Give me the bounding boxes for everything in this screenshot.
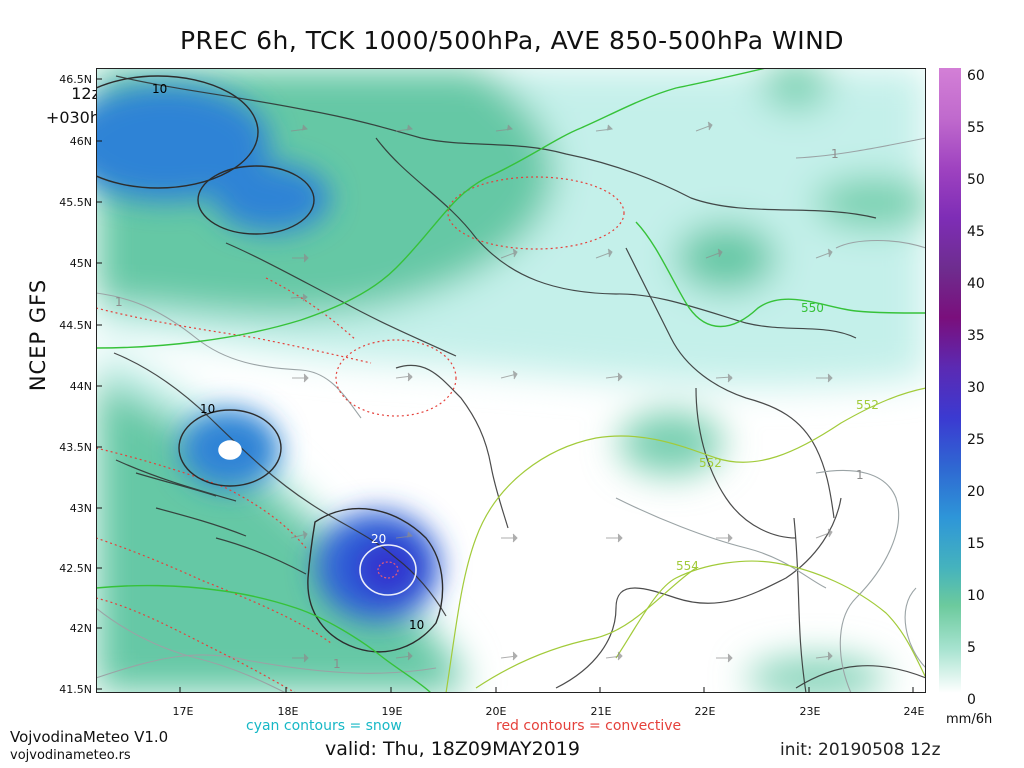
lat-label-46: 46N [69, 135, 92, 148]
legend-value-5: 5 [967, 640, 976, 656]
legend-value-25: 25 [967, 432, 985, 448]
lon-label-19: 19E [381, 705, 403, 718]
lon-label-23: 23E [799, 705, 821, 718]
run-hour: 12z [71, 84, 100, 103]
brand-site: vojvodinameteo.rs [10, 748, 131, 763]
legend-value-20: 20 [967, 484, 985, 500]
lat-label-42: 42N [69, 622, 92, 635]
init-time: init: 20190508 12z [780, 740, 941, 760]
grey-contour-label-1: 1 [831, 147, 839, 161]
lat-label-43: 43N [69, 502, 92, 515]
grey-contour-label-4: 1 [333, 657, 341, 671]
precip-contours [96, 75, 444, 653]
precip-contour-label-1: 10 [152, 82, 167, 96]
thickness-label-554: 554 [676, 559, 699, 573]
lat-label-44-5: 44.5N [59, 319, 92, 332]
legend-value-15: 15 [967, 536, 985, 552]
lat-label-46-5: 46.5N [59, 73, 92, 86]
lon-label-20: 20E [485, 705, 507, 718]
precipitation-map: 10 10 20 10 550 552 552 554 1 1 1 1 [96, 68, 926, 693]
snow-note: cyan contours = snow [246, 718, 402, 734]
precip-layer [96, 68, 926, 693]
convective-contours [96, 176, 625, 693]
legend-value-45: 45 [967, 224, 985, 240]
brand-name: VojvodinaMeteo V1.0 [10, 728, 169, 746]
lon-label-24: 24E [903, 705, 925, 718]
thickness-label-552-b: 552 [699, 456, 722, 470]
grey-contour-label-3: 1 [856, 468, 864, 482]
forecast-lead: +030h [45, 108, 100, 127]
chart-title: PREC 6h, TCK 1000/500hPa, AVE 850-500hPa… [179, 26, 845, 55]
valid-time: valid: Thu, 18Z09MAY2019 [325, 738, 580, 760]
thickness-label-550: 550 [801, 301, 824, 315]
lat-label-43-5: 43.5N [59, 441, 92, 454]
legend-value-30: 30 [967, 380, 985, 396]
precip-contour-label-2: 10 [200, 402, 215, 416]
model-label: NCEP GFS [26, 278, 50, 392]
lat-label-44: 44N [69, 380, 92, 393]
lat-label-45: 45N [69, 257, 92, 270]
lon-label-21: 21E [590, 705, 612, 718]
longitude-ticks [179, 687, 914, 693]
lat-label-41-5: 41.5N [59, 683, 92, 696]
run-time: 12z +030h [8, 82, 100, 130]
legend-value-40: 40 [967, 276, 985, 292]
legend-value-0: 0 [967, 692, 976, 708]
convective-note: red contours = convective [496, 718, 682, 734]
grey-contours [96, 137, 926, 693]
contour-value-labels: 10 10 20 10 550 552 552 554 1 1 1 1 [115, 82, 879, 671]
wind-arrows [290, 121, 833, 663]
legend-value-55: 55 [967, 120, 985, 136]
thickness-label-552-a: 552 [856, 398, 879, 412]
lon-label-17: 17E [172, 705, 194, 718]
thickness-contours [96, 68, 926, 693]
latitude-ticks [96, 78, 102, 690]
lat-label-42-5: 42.5N [59, 562, 92, 575]
legend-value-60: 60 [967, 68, 985, 84]
heavy-core [218, 440, 417, 596]
precip-contour-label-3: 20 [371, 532, 386, 546]
lat-label-45-5: 45.5N [59, 196, 92, 209]
lon-label-22: 22E [694, 705, 716, 718]
legend-unit: mm/6h [946, 712, 993, 727]
grey-contour-label-2: 1 [115, 295, 123, 309]
legend-value-35: 35 [967, 328, 985, 344]
thickness-552-contours [445, 387, 926, 693]
border-lines [113, 75, 926, 693]
legend-color-bar [939, 68, 961, 693]
lon-label-18: 18E [277, 705, 299, 718]
map-frame [96, 68, 926, 693]
precip-contour-label-4: 10 [409, 618, 424, 632]
legend-value-50: 50 [967, 172, 985, 188]
legend-value-10: 10 [967, 588, 985, 604]
